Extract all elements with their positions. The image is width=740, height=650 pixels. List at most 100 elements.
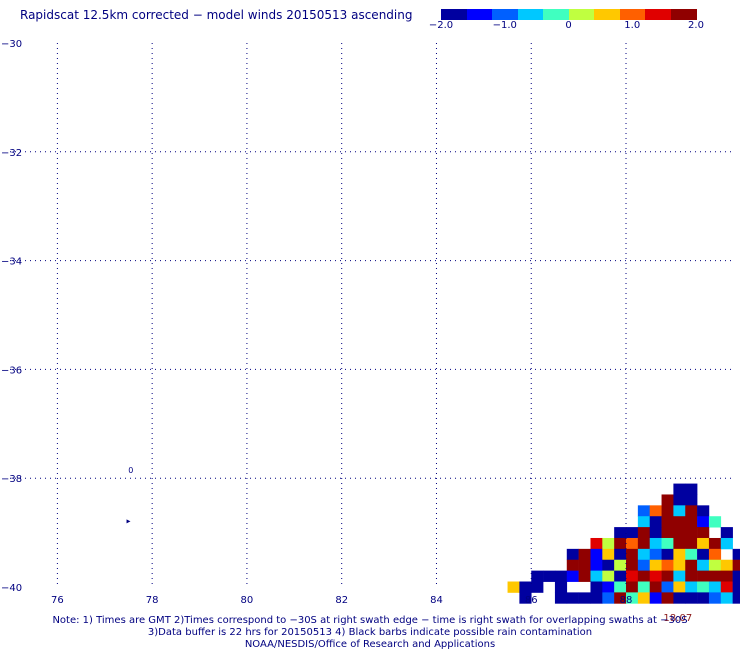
heatmap-cell (637, 581, 651, 593)
station-marker: ▸ (126, 517, 130, 526)
x-tick-label: 82 (335, 595, 348, 606)
heatmap-cell (602, 592, 615, 604)
heatmap-cell (673, 527, 686, 539)
heatmap-cell (685, 537, 698, 550)
heatmap-cell (697, 581, 710, 593)
heatmap-cell (708, 570, 722, 582)
x-tick-label: 88 (620, 595, 633, 606)
heatmap-cell (649, 548, 662, 561)
heatmap-cell (673, 559, 686, 572)
heatmap-cell (626, 537, 639, 550)
heatmap-cell (649, 559, 662, 572)
footer-credit: NOAA/NESDIS/Office of Research and Appli… (244, 639, 496, 650)
heatmap-cell (661, 548, 674, 561)
heatmap-cell (720, 570, 733, 582)
heatmap-cell (531, 581, 544, 593)
heatmap-cell (673, 483, 686, 495)
heatmap-cell (697, 537, 710, 550)
x-axis-ticks: 76 78 80 82 84 86 88 (51, 595, 632, 606)
heatmap-cell (685, 559, 698, 572)
footer-note-1: Note: 1) Times are GMT 2)Times correspon… (52, 615, 688, 626)
heatmap-cell (720, 527, 733, 539)
heatmap-cell (732, 548, 740, 561)
heatmap-cell (697, 505, 710, 517)
heatmap-cell (554, 570, 568, 582)
heatmap-cell (637, 548, 651, 561)
heatmap-cell (661, 527, 674, 539)
heatmap-cell (720, 592, 733, 604)
heatmap-cell (626, 581, 639, 593)
heatmap-cell (531, 570, 544, 582)
station-marker: 0 (128, 466, 133, 475)
heatmap-cell (649, 516, 662, 528)
heatmap-cell (590, 559, 603, 572)
heatmap-cell (590, 592, 603, 604)
heatmap-cell (602, 537, 615, 550)
heatmap-cell (649, 527, 662, 539)
heatmap-cell (685, 483, 698, 495)
x-tick-label: 80 (241, 595, 254, 606)
colorbar-segment (568, 9, 595, 20)
colorbar-segment (441, 9, 467, 20)
heatmap-cell (602, 570, 615, 582)
heatmap-cell (614, 527, 627, 539)
colorbar-segment (670, 9, 697, 20)
heatmap-cell (590, 548, 603, 561)
footer-note-2: 3)Data buffer is 22 hrs for 20150513 4) … (147, 627, 593, 638)
heatmap-cell (519, 592, 532, 604)
heatmap-cell (519, 581, 532, 593)
colorbar-segment (492, 9, 518, 20)
heatmap-cell (685, 581, 698, 593)
station-markers: 0▸ (126, 466, 133, 526)
heatmap-cells (507, 483, 740, 604)
heatmap-cell (614, 592, 627, 604)
heatmap-cell (685, 505, 698, 517)
heatmap-cell (661, 516, 674, 528)
heatmap-cell (697, 516, 710, 528)
heatmap-cell (708, 537, 722, 550)
y-tick-label: −40 (1, 583, 22, 594)
heatmap-cell (602, 559, 615, 572)
heatmap-cell (732, 581, 740, 593)
heatmap-cell (732, 592, 740, 604)
heatmap-cell (614, 548, 627, 561)
heatmap-cell (708, 516, 722, 528)
heatmap-cell (673, 592, 686, 604)
colorbar-segment (645, 9, 671, 20)
heatmap-cell (685, 548, 698, 561)
colorbar-tick-label: 2.0 (688, 20, 704, 31)
heatmap-cell (543, 570, 556, 582)
colorbar-segment (543, 9, 569, 20)
heatmap-cell (661, 505, 674, 517)
colorbar-segment (594, 9, 620, 20)
heatmap-cell (637, 505, 651, 517)
grid-lines (10, 43, 735, 587)
heatmap-cell (732, 570, 740, 582)
heatmap-cell (685, 494, 698, 506)
heatmap-cell (554, 581, 568, 593)
y-axis-ticks: −30 −32 −34 −36 −38 −40 (1, 39, 22, 594)
heatmap-cell (708, 559, 722, 572)
x-tick-label: 86 (525, 595, 538, 606)
colorbar (441, 9, 697, 20)
heatmap-cell (578, 548, 591, 561)
heatmap-cell (614, 559, 627, 572)
heatmap-cell (590, 581, 603, 593)
heatmap-cell (614, 570, 627, 582)
chart-title: Rapidscat 12.5km corrected − model winds… (20, 8, 413, 22)
heatmap-cell (649, 581, 662, 593)
colorbar-segment (466, 9, 493, 20)
heatmap-cell (673, 548, 686, 561)
heatmap-cell (720, 559, 733, 572)
heatmap-cell (637, 592, 651, 604)
heatmap-cell (578, 570, 591, 582)
heatmap-cell (554, 592, 568, 604)
heatmap-cell (697, 559, 710, 572)
y-tick-label: −38 (1, 474, 22, 485)
heatmap-cell (697, 592, 710, 604)
heatmap-cell (626, 570, 639, 582)
heatmap-cell (685, 570, 698, 582)
heatmap-cell (637, 527, 651, 539)
heatmap-cell (614, 581, 627, 593)
